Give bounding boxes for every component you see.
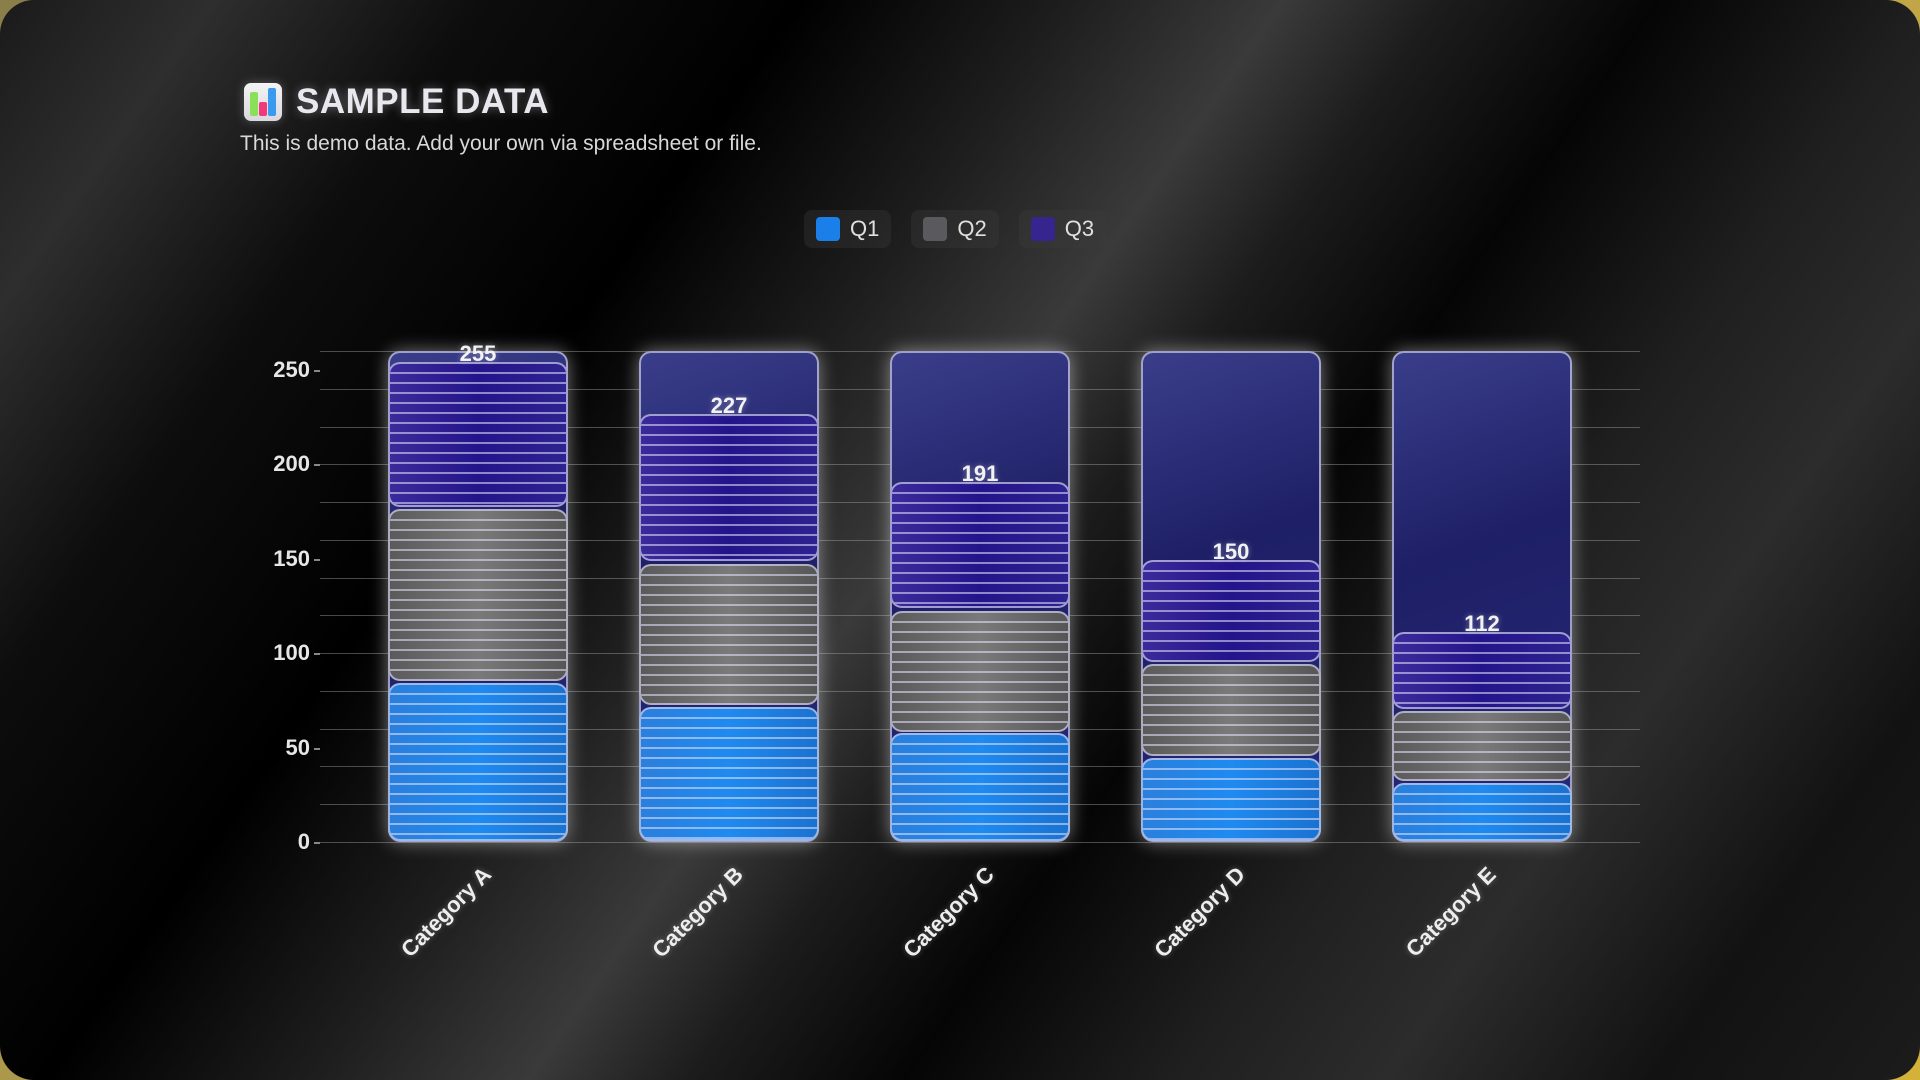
bar-category-c[interactable]: 191	[890, 0, 1070, 1080]
legend-label: Q1	[850, 216, 880, 241]
bar-segment-q2[interactable]	[890, 611, 1070, 732]
y-tick-label: 50	[285, 735, 310, 760]
y-tick-mark	[314, 842, 320, 844]
legend: Q1 Q2 Q3	[804, 210, 1107, 248]
y-tick-label: 0	[297, 829, 310, 854]
legend-label: Q2	[957, 216, 987, 241]
title-row: SAMPLE DATA	[244, 82, 549, 122]
y-tick-label: 250	[273, 357, 310, 382]
bar-segment-q2[interactable]	[1141, 664, 1321, 756]
y-tick-mark	[314, 464, 320, 466]
bar-total-label: 191	[961, 461, 999, 486]
y-tick-label: 200	[273, 451, 310, 476]
bar-segment-q3[interactable]	[890, 482, 1070, 608]
legend-item-q2[interactable]: Q2	[911, 210, 999, 248]
bar-category-e[interactable]: 112	[1392, 0, 1572, 1080]
bar-segment-q3[interactable]	[1392, 632, 1572, 709]
bar-chart-icon	[244, 83, 282, 121]
bar-segment-q2[interactable]	[639, 564, 819, 705]
y-tick-mark	[314, 559, 320, 561]
bar-segment-q3[interactable]	[1141, 560, 1321, 662]
legend-swatch-q3	[1030, 217, 1055, 241]
bar-segment-q1[interactable]	[890, 733, 1070, 841]
bar-category-d[interactable]: 150	[1141, 0, 1321, 1080]
bar-segment-q3[interactable]	[639, 414, 819, 561]
y-tick-mark	[314, 370, 320, 372]
legend-item-q1[interactable]: Q1	[804, 210, 892, 248]
y-tick-label: 150	[273, 546, 310, 571]
bar-segment-q1[interactable]	[388, 683, 568, 841]
bar-category-b[interactable]: 227	[639, 0, 819, 1080]
bar-total-label: 112	[1464, 611, 1500, 636]
bar-segment-q1[interactable]	[1392, 783, 1572, 841]
bar-segment-q2[interactable]	[388, 509, 568, 681]
bar-total-label: 227	[710, 393, 748, 418]
legend-swatch-q2	[923, 217, 948, 241]
gridline	[320, 842, 1640, 843]
bar-total-label: 150	[1212, 539, 1250, 564]
bar-segment-q1[interactable]	[639, 707, 819, 841]
bar-segment-q1[interactable]	[1141, 758, 1321, 841]
bar-segment-q3[interactable]	[388, 362, 568, 507]
bar-total-label: 255	[459, 341, 497, 366]
bar-category-a[interactable]: 255	[388, 0, 568, 1080]
legend-label: Q3	[1064, 216, 1095, 241]
y-tick-mark	[314, 653, 320, 655]
legend-swatch-q1	[816, 217, 840, 241]
legend-item-q3[interactable]: Q3	[1018, 210, 1107, 248]
chart-subtitle: This is demo data. Add your own via spre…	[240, 132, 762, 155]
chart-title: SAMPLE DATA	[296, 82, 550, 121]
y-tick-label: 100	[273, 640, 310, 665]
bar-segment-q2[interactable]	[1392, 711, 1572, 781]
y-tick-mark	[314, 748, 320, 750]
